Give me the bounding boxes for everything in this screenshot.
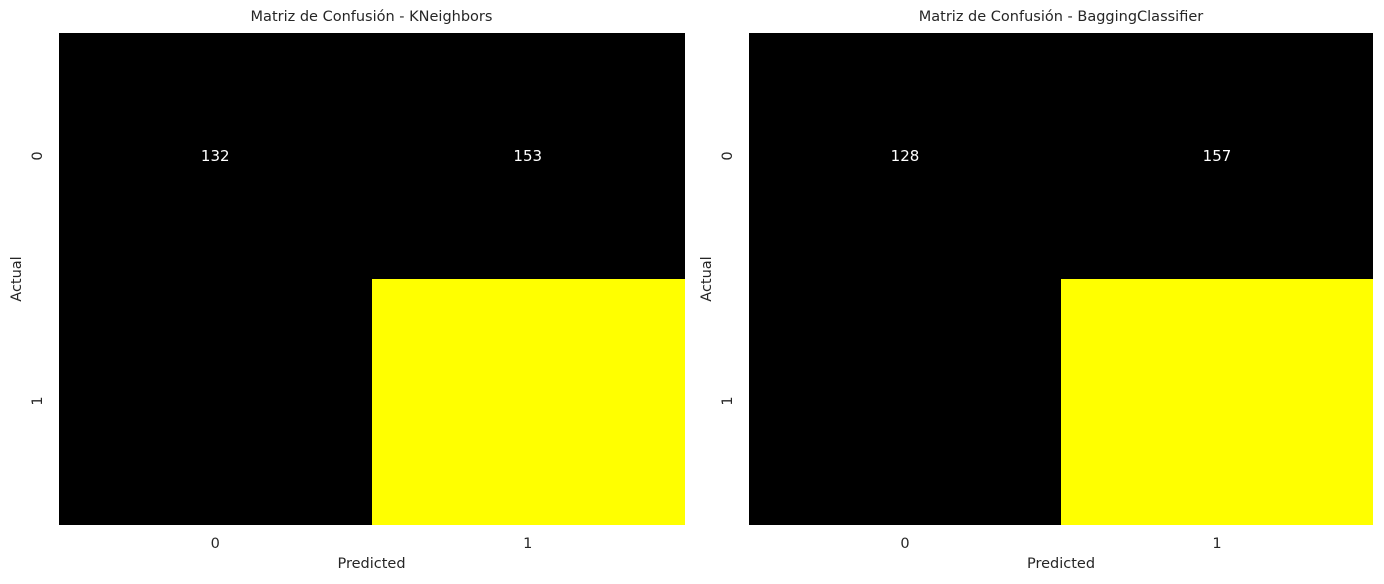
- cell-value-label: 153: [513, 146, 543, 165]
- x-tick-label: 0: [900, 536, 910, 552]
- heatmap-cell: [1061, 278, 1373, 525]
- y-axis-label: Actual: [699, 255, 715, 302]
- chart-title: Matriz de Confusión - BaggingClassifier: [918, 9, 1204, 25]
- x-tick-label: 1: [523, 536, 533, 552]
- x-tick-label: 1: [1212, 536, 1222, 552]
- cell-value-label: 132: [200, 146, 230, 165]
- x-axis-label: Predicted: [337, 556, 406, 572]
- x-tick-label: 0: [210, 536, 220, 552]
- y-tick-label: 0: [30, 151, 46, 161]
- heatmap-cell: [59, 278, 372, 525]
- y-axis-label: Actual: [9, 255, 25, 302]
- y-tick-label: 1: [720, 396, 736, 406]
- chart-title: Matriz de Confusión - KNeighbors: [250, 9, 493, 25]
- x-axis-label: Predicted: [1026, 556, 1096, 572]
- y-tick-label: 1: [30, 396, 46, 406]
- heatmap-cell: [1061, 33, 1373, 279]
- heatmap-cell: [371, 278, 685, 525]
- cell-value-label: 128: [890, 146, 920, 165]
- cell-value-label: 157: [1202, 146, 1232, 165]
- heatmap-cell: [749, 278, 1061, 525]
- heatmap-cell: [59, 33, 372, 279]
- y-tick-label: 0: [720, 151, 736, 161]
- heatmap-cell: [371, 33, 685, 279]
- heatmap-cell: [749, 33, 1061, 279]
